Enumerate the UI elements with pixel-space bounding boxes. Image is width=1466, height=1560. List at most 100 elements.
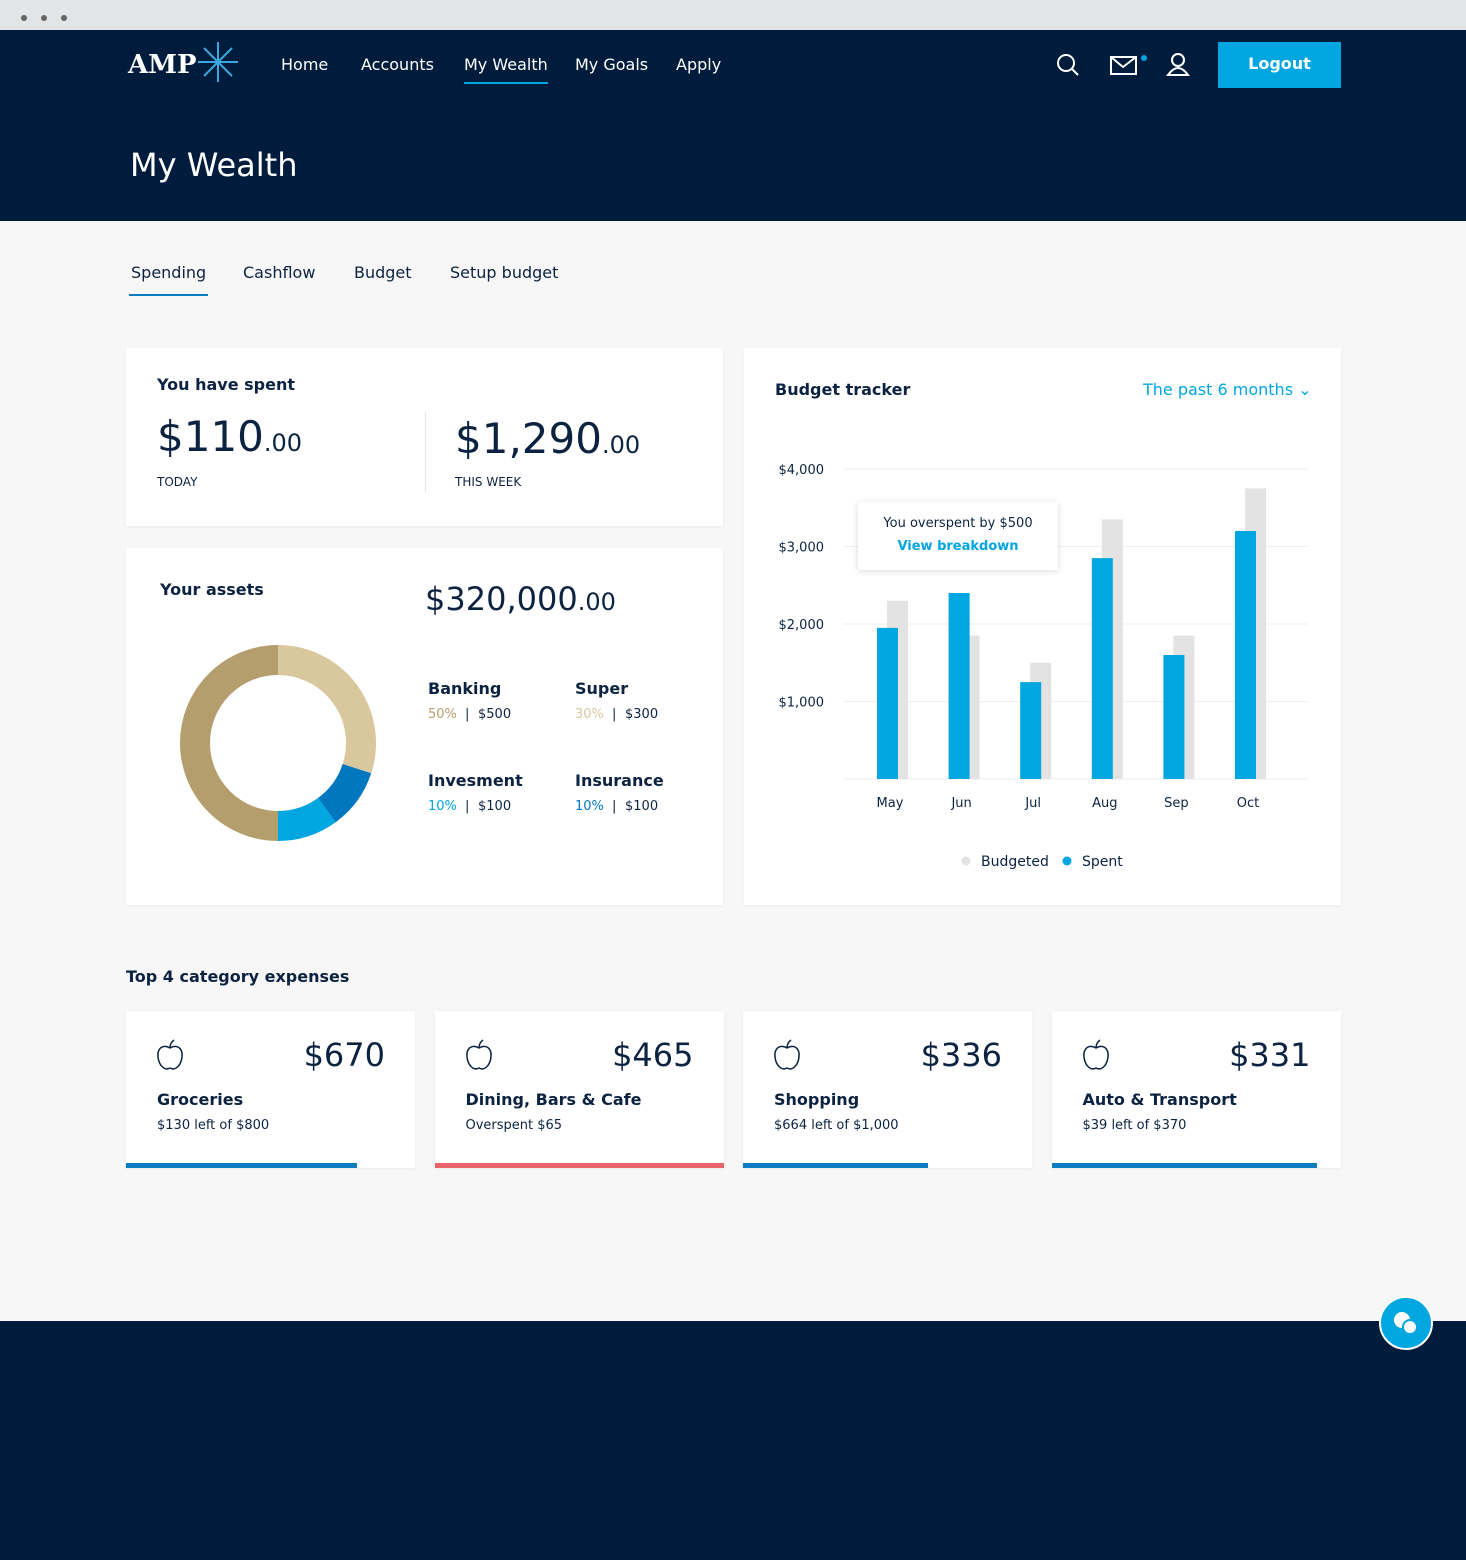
tab[interactable]: Setup budget	[450, 263, 559, 282]
donut-segment	[317, 763, 372, 823]
logo[interactable]: AMP	[128, 50, 197, 80]
expense-card	[434, 1011, 724, 1168]
tab-underline	[129, 294, 208, 296]
legend-name: Super	[575, 679, 629, 698]
legend-sep: |	[465, 707, 470, 722]
legend-amount: $100	[478, 799, 512, 814]
apple-icon	[157, 1039, 183, 1070]
expense-amount: $331	[1229, 1036, 1311, 1074]
tab[interactable]: Spending	[131, 263, 207, 282]
logout-button[interactable]: Logout	[1218, 42, 1341, 88]
x-tick-label: May	[877, 796, 904, 811]
tooltip: You overspent by $500 View breakdown	[858, 502, 1058, 570]
nav-link[interactable]: My Goals	[575, 55, 649, 74]
expense-card	[743, 1011, 1032, 1168]
legend-sep: |	[612, 799, 617, 814]
expense-name: Shopping	[774, 1090, 860, 1109]
assets-total: $320,000.00	[425, 580, 616, 618]
legend-sep: |	[465, 799, 470, 814]
header-icons[interactable]	[1055, 52, 1195, 80]
expense-card	[1051, 1011, 1341, 1168]
page-title: My Wealth	[130, 146, 298, 184]
legend-percent: 10%	[428, 799, 457, 814]
spent-card	[126, 348, 723, 526]
y-tick-label: $4,000	[779, 463, 825, 478]
dollars: $1,290	[455, 414, 602, 463]
x-tick-label: Sep	[1164, 796, 1189, 811]
today-amount: $110.00	[157, 412, 302, 461]
nav-underline	[464, 82, 548, 84]
chart-title: Budget tracker	[775, 380, 911, 399]
legend-name: Insurance	[575, 771, 664, 790]
legend-amount: $300	[625, 707, 659, 722]
legend-label: Spent	[1082, 854, 1123, 870]
expense-name: Groceries	[157, 1090, 244, 1109]
donut-segment	[277, 645, 376, 774]
progress-bar	[1051, 1163, 1318, 1168]
nav-link[interactable]: My Wealth	[464, 55, 548, 74]
spent-title: You have spent	[157, 375, 295, 394]
week-amount: $1,290.00	[455, 414, 640, 463]
expense-note: Overspent $65	[465, 1118, 563, 1133]
progress-bar	[434, 1163, 724, 1168]
tab[interactable]: Cashflow	[243, 263, 316, 282]
y-tick-label: $3,000	[779, 541, 825, 556]
logo-icon	[198, 42, 238, 82]
nav-link[interactable]: Apply	[676, 55, 722, 74]
assets-card	[126, 548, 723, 905]
progress-bar	[126, 1163, 358, 1168]
cents: .00	[601, 431, 641, 459]
tab[interactable]: Budget	[354, 263, 412, 282]
period-select[interactable]: The past 6 months ⌄	[1143, 380, 1312, 399]
chat-button[interactable]	[1379, 1296, 1433, 1350]
divider	[425, 412, 426, 492]
legend-amount: $500	[478, 707, 512, 722]
legend-dot	[1062, 856, 1072, 866]
assets-title: Your assets	[160, 580, 264, 599]
expense-card	[126, 1011, 415, 1168]
expense-name: Dining, Bars & Cafe	[465, 1090, 642, 1109]
tooltip-link[interactable]: View breakdown	[897, 539, 1019, 554]
apple-icon	[1082, 1039, 1109, 1070]
tooltip-arrow	[951, 570, 967, 578]
bar	[1235, 531, 1256, 779]
x-tick-label: Jun	[950, 796, 971, 811]
window-dots	[21, 15, 67, 21]
expense-amount: $336	[920, 1036, 1002, 1074]
browser-bar	[0, 0, 1466, 30]
cents: .00	[577, 588, 616, 616]
y-tick-label: $1,000	[779, 696, 825, 711]
progress-bar	[743, 1163, 928, 1168]
apple-icon	[774, 1039, 800, 1070]
legend-percent: 50%	[428, 707, 457, 722]
bar	[1020, 682, 1042, 779]
bar	[1163, 655, 1185, 779]
expense-note: $130 left of $800	[157, 1118, 270, 1133]
week-label: THIS WEEK	[455, 475, 522, 489]
legend-name: Invesment	[428, 771, 523, 790]
donut-segment	[180, 645, 279, 841]
legend-percent: 10%	[575, 799, 604, 814]
x-tick-label: Aug	[1092, 796, 1117, 811]
nav-link[interactable]: Home	[281, 55, 329, 74]
dollars: $320,000	[425, 580, 578, 618]
x-tick-label: Oct	[1237, 796, 1259, 811]
bar	[877, 627, 898, 779]
period[interactable]: The past 6 months	[1143, 380, 1294, 399]
legend-label: Budgeted	[981, 854, 1049, 870]
legend-sep: |	[612, 707, 617, 722]
nav-link[interactable]: Accounts	[361, 55, 434, 74]
x-tick-label: Jul	[1024, 796, 1041, 811]
footer	[0, 1321, 1466, 1560]
apple-icon	[465, 1039, 492, 1070]
today-label: TODAY	[157, 475, 198, 489]
donut-segment	[277, 797, 336, 841]
legend-name: Banking	[428, 679, 502, 698]
expense-note: $39 left of $370	[1082, 1118, 1187, 1133]
expense-amount: $670	[303, 1036, 385, 1074]
tooltip-text: You overspent by $500	[883, 516, 1033, 531]
expenses-title: Top 4 category expenses	[126, 967, 350, 986]
legend-percent: 30%	[575, 707, 604, 722]
